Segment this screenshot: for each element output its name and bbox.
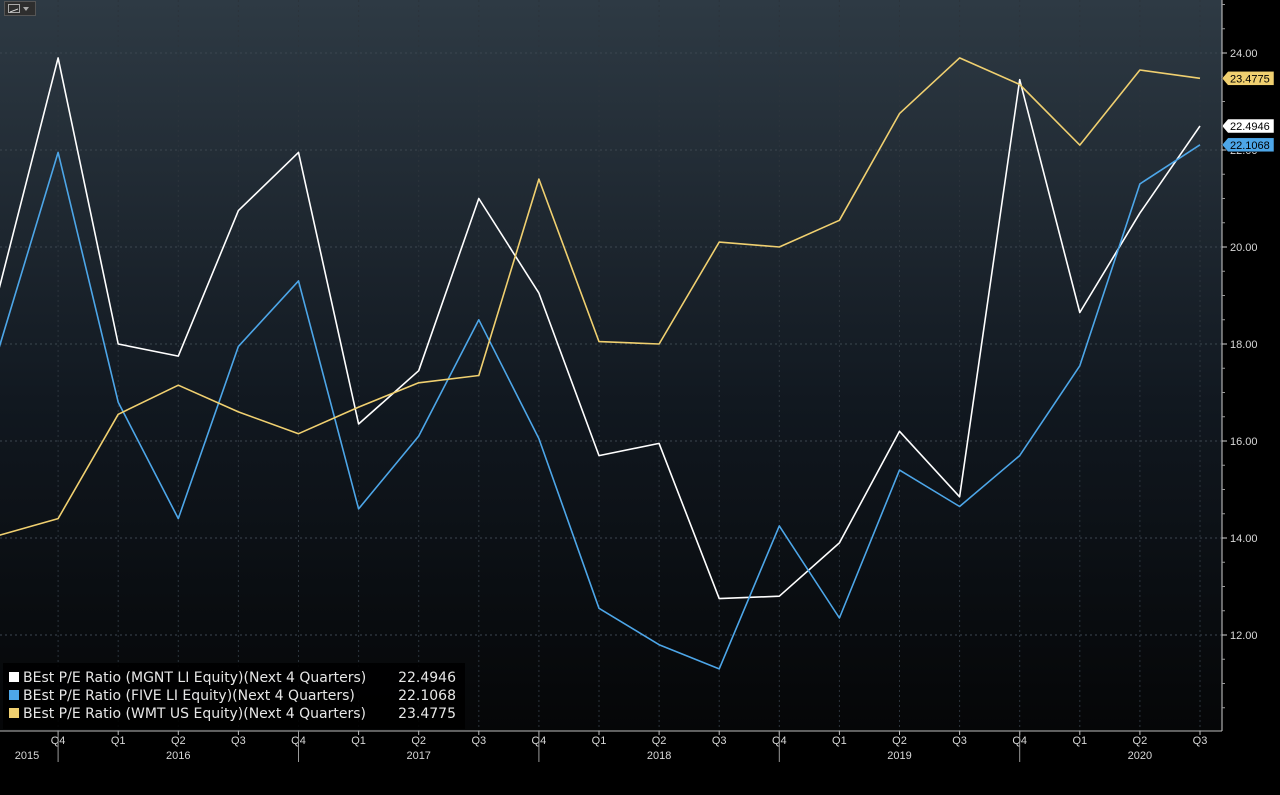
last-value-tag: 22.4946 — [1221, 118, 1275, 134]
series-line — [0, 144, 1201, 670]
y-tick-label: 12.00 — [1230, 630, 1258, 642]
x-year-label: 2015 — [15, 750, 39, 762]
x-year-label: 2017 — [406, 750, 430, 762]
x-quarter-label: Q2 — [171, 735, 186, 747]
legend-series-name: BEst P/E Ratio (WMT US Equity)(Next 4 Qu… — [23, 706, 366, 722]
last-value-tags: 22.4946 22.1068 23.4775 — [1221, 71, 1275, 153]
legend-swatch — [9, 708, 19, 718]
tag-shape — [1221, 71, 1275, 86]
chart-type-button[interactable] — [4, 1, 36, 16]
legend-series-value: 22.1068 — [398, 688, 456, 704]
tag-value: 22.4946 — [1230, 121, 1270, 133]
legend-swatch — [9, 690, 19, 700]
line-chart-icon — [8, 4, 20, 13]
x-quarter-label: Q3 — [712, 735, 727, 747]
y-tick-label: 24.00 — [1230, 48, 1258, 60]
tag-value: 22.1068 — [1230, 140, 1270, 152]
tag-shape — [1221, 118, 1275, 134]
series-line — [0, 57, 1201, 536]
x-axis-ticks: Q4 Q1 Q2 Q3 Q4 Q1 Q2 Q3 Q4 Q1 Q2 Q3 Q4 Q1 Q2 Q3 Q4 Q1 Q2 Q3… — [15, 731, 1208, 762]
chevron-down-icon — [23, 6, 29, 11]
tag-value: 23.4775 — [1230, 73, 1270, 85]
x-quarter-label: Q3 — [952, 735, 967, 747]
gridlines — [0, 0, 1222, 731]
x-quarter-label: Q3 — [231, 735, 246, 747]
x-quarter-label: Q1 — [351, 735, 366, 747]
y-tick-label: 20.00 — [1230, 242, 1258, 254]
series-line — [0, 57, 1201, 600]
x-quarter-label: Q2 — [1133, 735, 1148, 747]
legend-series-value: 22.4946 — [398, 670, 456, 686]
x-year-label: 2019 — [887, 750, 911, 762]
tag-shape — [1221, 137, 1275, 153]
x-year-label: 2018 — [647, 750, 671, 762]
legend-series-value: 23.4775 — [398, 706, 456, 722]
series-lines — [0, 57, 1201, 670]
legend: BEst P/E Ratio (MGNT LI Equity)(Next 4 Q… — [3, 663, 465, 729]
y-tick-label: 16.00 — [1230, 436, 1258, 448]
x-quarter-label: Q2 — [411, 735, 426, 747]
x-quarter-label: Q1 — [111, 735, 126, 747]
plot-background — [0, 0, 1222, 731]
y-tick-label: 14.00 — [1230, 533, 1258, 545]
y-tick-label: 18.00 — [1230, 339, 1258, 351]
x-quarter-label: Q3 — [1193, 735, 1208, 747]
last-value-tag: 23.4775 — [1221, 71, 1275, 86]
legend-series-name: BEst P/E Ratio (MGNT LI Equity)(Next 4 Q… — [23, 670, 366, 686]
legend-box — [3, 663, 465, 729]
x-quarter-label: Q2 — [892, 735, 907, 747]
x-quarter-label: Q3 — [471, 735, 486, 747]
legend-swatch — [9, 672, 19, 682]
x-quarter-label: Q1 — [592, 735, 607, 747]
x-quarter-label: Q2 — [652, 735, 667, 747]
legend-series-name: BEst P/E Ratio (FIVE LI Equity)(Next 4 Q… — [23, 688, 355, 704]
last-value-tag: 22.1068 — [1221, 137, 1275, 153]
x-quarter-label: Q1 — [832, 735, 847, 747]
x-year-label: 2020 — [1128, 750, 1152, 762]
x-quarter-label: Q1 — [1072, 735, 1087, 747]
x-year-label: 2016 — [166, 750, 190, 762]
